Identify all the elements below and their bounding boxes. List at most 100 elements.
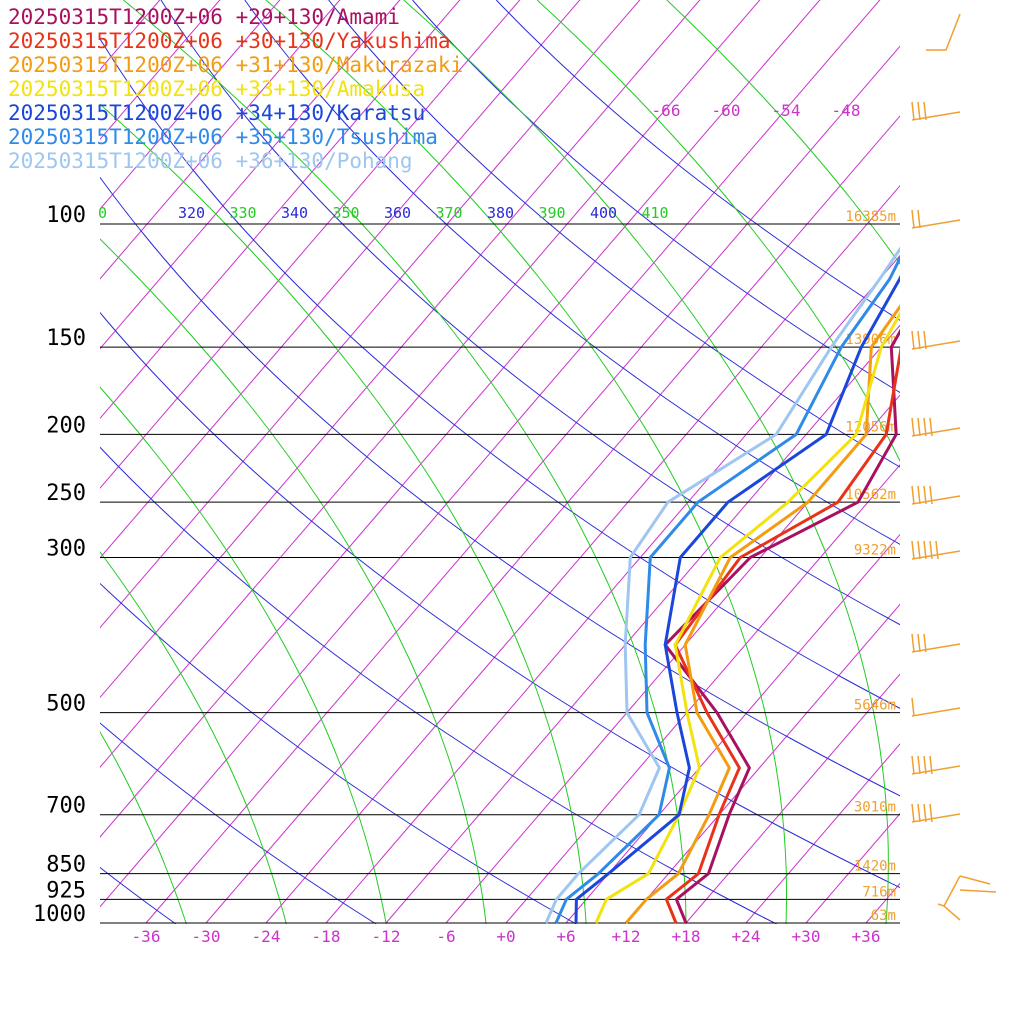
temperature-tick-label: +18: [672, 927, 701, 946]
sounding-line: [544, 246, 900, 924]
wind-barb-feather: [917, 417, 921, 437]
temperature-tick-label: +0: [496, 927, 515, 946]
temperature-tick-label: -24: [252, 927, 281, 946]
dry-adiabat-line: [100, 37, 900, 709]
pressure-label: 1000: [33, 902, 86, 927]
wind-barb-feather: [917, 540, 921, 560]
wind-barb: [926, 13, 961, 51]
wind-barb: [911, 101, 961, 121]
height-labels: 16385m13906m12056m10562m9322m5646m3010m1…: [845, 209, 896, 924]
dry-adiabat-line: [244, 0, 900, 545]
wind-barb-feather: [911, 485, 915, 505]
height-label: 9322m: [854, 543, 896, 559]
dry-adiabat-line: [100, 446, 777, 924]
wind-barb-feather: [911, 417, 915, 437]
wind-barb: [911, 697, 961, 717]
wind-barb-feather: [917, 101, 921, 121]
wind-barb-feather: [917, 755, 921, 775]
upper-temperature-label: -48: [832, 101, 861, 120]
wind-barb-feather: [917, 485, 921, 505]
wind-barb: [911, 417, 961, 437]
temperature-tick-label: -6: [436, 927, 455, 946]
moist-adiabat-line: [536, 0, 900, 463]
upper-temperature-labels: -66 -60 -54 -48: [652, 101, 861, 120]
pressure-label: 925: [46, 878, 86, 903]
height-label: 10562m: [845, 487, 896, 503]
theta-label: 350: [332, 204, 359, 222]
wind-barbs: [911, 13, 997, 921]
wind-barb: [937, 875, 997, 921]
theta-label: 320: [178, 204, 205, 222]
wind-barb-feather: [923, 485, 927, 505]
sounding-profiles: [544, 246, 900, 924]
isotherm-line: [100, 0, 281, 210]
temperature-tick-label: -18: [312, 927, 341, 946]
legend-entry: 20250315T1200Z+06 +36+130/Pohang: [8, 149, 413, 173]
wind-barb-feather: [929, 485, 933, 505]
wind-barb-feather: [911, 697, 915, 717]
legend-entry: 20250315T1200Z+06 +33+130/Amakusa: [8, 77, 425, 101]
pressure-label: 150: [46, 326, 86, 351]
moist-adiabat-line: [100, 551, 287, 924]
isotherm-line: [100, 0, 161, 71]
pressure-label: 850: [46, 853, 86, 878]
dry-adiabat-line: [100, 582, 577, 924]
moist-adiabat-line: [100, 386, 387, 924]
isotherm-line: [625, 603, 900, 924]
theta-label: 390: [538, 204, 565, 222]
dry-adiabat-line: [100, 311, 900, 889]
isotherm-line: [745, 743, 900, 924]
pressure-label: 250: [46, 481, 86, 506]
wind-barb-shaft: [937, 875, 997, 921]
legend-entry: 20250315T1200Z+06 +34+130/Karatsu: [8, 101, 425, 125]
legend-entry: 20250315T1200Z+06 +30+130/Yakushima: [8, 29, 451, 53]
theta-label: 340: [281, 204, 308, 222]
dry-adiabat-line: [160, 0, 900, 626]
isotherm-line: [325, 254, 900, 924]
wind-barb-feather: [923, 803, 927, 823]
sounding-line: [624, 304, 900, 924]
wind-barb-feather: [911, 209, 915, 229]
isotherm-line: [100, 0, 341, 280]
temperature-tick-label: +36: [852, 927, 881, 946]
isotherm-line: [986, 0, 1024, 923]
isotherm-line: [100, 0, 581, 559]
wind-barb: [911, 209, 961, 229]
wind-barb: [911, 540, 961, 560]
wind-barb-feather: [923, 540, 927, 560]
temperature-tick-label: -36: [132, 927, 161, 946]
wind-barb-feather: [911, 330, 915, 350]
theta-label: 370: [435, 204, 462, 222]
moist-adiabat-line: [100, 103, 587, 924]
temperature-tick-label: +24: [732, 927, 761, 946]
wind-barb-feather: [929, 755, 933, 775]
dry-adiabat-line: [412, 0, 900, 394]
theta-label: 0: [98, 204, 107, 222]
pressure-label: 500: [46, 692, 86, 717]
height-label: 5646m: [854, 698, 896, 714]
legend-entry: 20250315T1200Z+06 +31+130/Makurazaki: [8, 53, 463, 77]
pressure-label: 700: [46, 794, 86, 819]
isotherm-line: [385, 324, 900, 924]
temperature-tick-label: -30: [192, 927, 221, 946]
isotherm-line: [685, 673, 900, 924]
wind-barb: [911, 755, 961, 775]
wind-barb-feather: [911, 540, 915, 560]
pressure-label: 100: [46, 203, 86, 228]
wind-barb-feather: [929, 540, 933, 560]
dry-adiabat-lines: [100, 0, 900, 924]
pressure-label: 300: [46, 537, 86, 562]
wind-barb: [911, 485, 961, 505]
isotherm-line: [100, 0, 701, 699]
pressure-label: 200: [46, 413, 86, 438]
wind-barb-feather: [929, 417, 933, 437]
temperature-tick-label: +30: [792, 927, 821, 946]
wind-barb-shaft: [911, 707, 961, 717]
isotherm-line: [100, 0, 641, 629]
theta-label: 380: [487, 204, 514, 222]
moist-adiabat-line: [100, 238, 487, 924]
moist-adiabat-line: [666, 0, 900, 265]
wind-barb-feather: [917, 330, 921, 350]
